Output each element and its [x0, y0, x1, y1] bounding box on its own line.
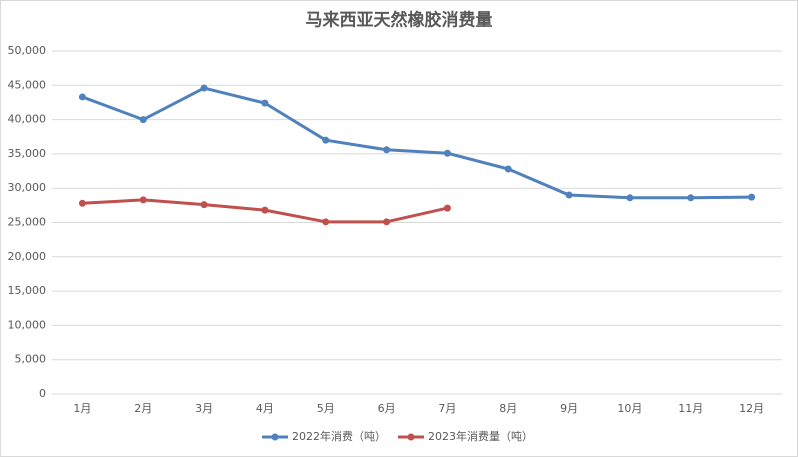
x-tick-label: 3月	[195, 402, 213, 415]
x-tick-label: 4月	[256, 402, 274, 415]
data-point	[200, 84, 208, 92]
data-point	[504, 165, 512, 173]
x-tick-label: 6月	[378, 402, 396, 415]
data-point	[322, 136, 330, 144]
legend-marker	[407, 433, 415, 441]
data-point	[261, 206, 269, 214]
data-point	[383, 218, 391, 226]
y-tick-label: 45,000	[8, 78, 47, 91]
x-tick-label: 12月	[739, 402, 764, 415]
x-tick-label: 10月	[617, 402, 642, 415]
y-tick-label: 25,000	[8, 216, 47, 229]
x-tick-label: 5月	[317, 402, 335, 415]
x-tick-label: 2月	[134, 402, 152, 415]
data-point	[322, 218, 330, 226]
legend-label: 2022年消费（吨）	[292, 429, 386, 443]
y-tick-label: 10,000	[8, 318, 47, 331]
data-point	[139, 116, 147, 124]
x-tick-label: 9月	[560, 402, 578, 415]
data-point	[383, 146, 391, 154]
data-point	[443, 149, 451, 157]
series-line	[81, 86, 752, 200]
data-point	[626, 194, 634, 202]
y-tick-label: 5,000	[15, 353, 47, 366]
data-point	[687, 194, 695, 202]
y-tick-label: 20,000	[8, 250, 47, 263]
data-point	[565, 191, 573, 199]
legend-label: 2023年消费量（吨）	[428, 429, 533, 443]
y-tick-label: 30,000	[8, 181, 47, 194]
x-tick-label: 1月	[73, 402, 91, 415]
data-point	[261, 99, 269, 107]
data-point	[443, 204, 451, 212]
data-point	[748, 193, 756, 201]
data-point	[78, 93, 86, 101]
data-point	[78, 199, 86, 207]
data-point	[139, 196, 147, 204]
legend-marker	[271, 433, 279, 441]
y-tick-label: 50,000	[8, 44, 47, 57]
y-tick-label: 35,000	[8, 147, 47, 160]
x-tick-label: 7月	[438, 402, 456, 415]
y-tick-label: 0	[39, 387, 46, 400]
x-tick-label: 8月	[499, 402, 517, 415]
y-tick-label: 15,000	[8, 284, 47, 297]
y-tick-label: 40,000	[8, 113, 47, 126]
data-point	[200, 201, 208, 209]
x-tick-label: 11月	[678, 402, 703, 415]
chart-title: 马来西亚天然橡胶消费量	[306, 10, 493, 31]
